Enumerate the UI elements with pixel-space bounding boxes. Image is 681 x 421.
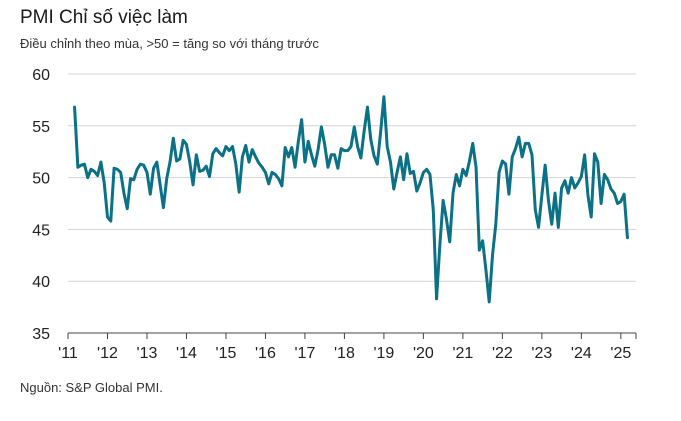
x-tick-label: '21 [452,345,473,362]
y-tick-label: 50 [32,171,50,188]
x-tick-label: '14 [176,345,197,362]
x-axis: '11 '12 '13 '14 '15 '16 '17 '18 '19 '20 '21 '22 '23 '… [58,333,637,362]
x-tick-label: '24 [571,345,592,362]
x-tick-label: '12 [97,345,118,362]
y-tick-label: 40 [32,274,50,291]
y-axis: 35 40 45 50 55 60 [32,67,50,343]
x-tick-label: '15 [216,345,237,362]
y-tick-label: 35 [32,326,50,343]
x-tick-label: '20 [413,345,434,362]
x-tick-label: '18 [334,345,355,362]
chart-title: PMI Chỉ số việc làm [20,7,188,28]
grid-lines [68,73,636,282]
y-tick-label: 45 [32,222,50,239]
chart-subtitle: Điều chỉnh theo mùa, >50 = tăng so với t… [20,36,319,51]
x-tick-label: '17 [295,345,316,362]
x-tick-label: '25 [610,345,631,362]
y-tick-label: 55 [32,119,50,136]
y-tick-label: 60 [32,67,50,84]
chart-source: Nguồn: S&P Global PMI. [20,380,163,395]
x-tick-label: '22 [492,345,513,362]
x-tick-label: '16 [255,345,276,362]
x-tick-label: '11 [58,345,78,362]
x-tick-label: '19 [373,345,394,362]
x-tick-label: '13 [137,345,158,362]
series-line-employment-pmi [73,95,629,304]
x-tick-label: '23 [531,345,552,362]
